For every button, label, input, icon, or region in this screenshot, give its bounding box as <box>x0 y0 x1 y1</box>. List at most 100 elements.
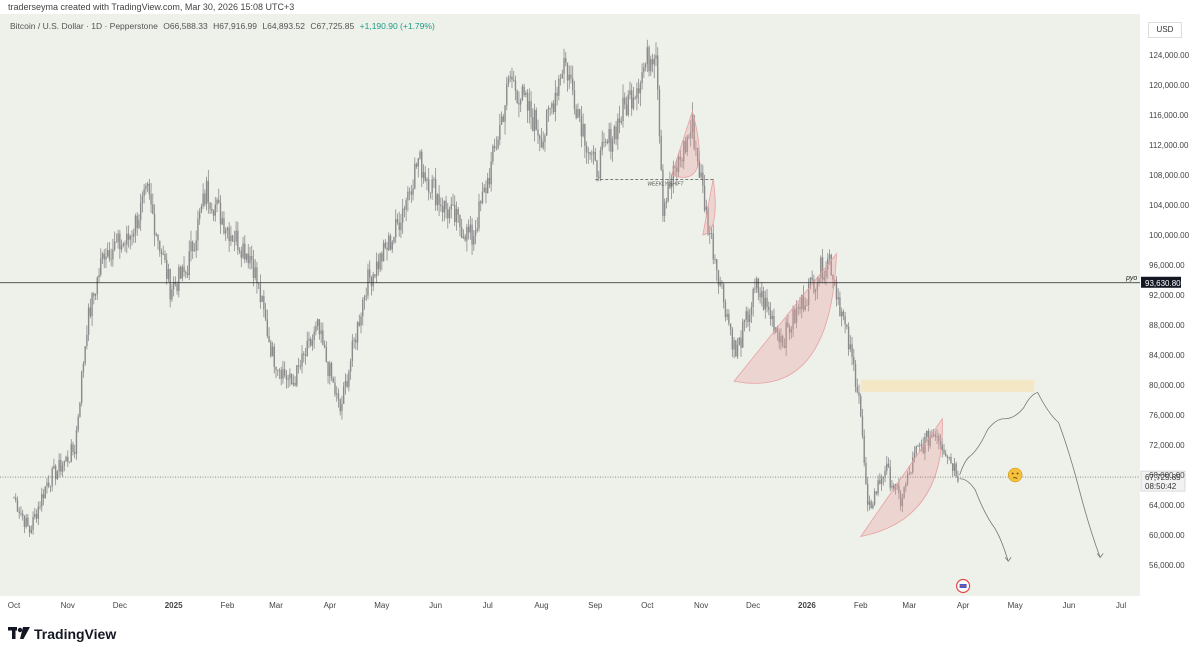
candle-body <box>688 136 690 138</box>
candle-body <box>417 158 419 167</box>
candle-body <box>164 253 166 260</box>
candle-body <box>146 183 149 187</box>
candle-body <box>698 161 701 178</box>
candle-body <box>667 182 669 201</box>
candle-body <box>823 277 825 280</box>
candle-body <box>951 463 954 471</box>
y-tick-label: 92,000.00 <box>1149 291 1185 300</box>
candle-body <box>825 269 827 278</box>
candle-body <box>323 344 326 347</box>
candle-body <box>448 209 451 219</box>
candle-body <box>80 372 83 403</box>
currency-label[interactable]: USD <box>1148 22 1182 38</box>
candle-body <box>932 434 935 436</box>
candle-body <box>519 100 522 105</box>
candle-body <box>891 485 893 488</box>
candle-body <box>781 336 784 346</box>
x-tick-label: Apr <box>957 601 970 610</box>
candle-body <box>608 129 610 143</box>
candle-body <box>807 284 810 306</box>
candle-body <box>500 116 503 125</box>
candle-body <box>646 47 649 65</box>
candle-body <box>141 196 144 203</box>
candle-body <box>674 166 676 168</box>
candle-body <box>259 284 262 303</box>
candle-body <box>518 103 520 105</box>
candle-body <box>344 381 347 387</box>
projection-path <box>959 392 1101 558</box>
candle-body <box>181 266 184 279</box>
candle-body <box>122 243 125 246</box>
candle-body <box>896 484 898 486</box>
candle-body <box>257 283 260 285</box>
candle-body <box>530 101 532 118</box>
candle-body <box>65 456 67 462</box>
y-tick-label: 112,000.00 <box>1149 141 1189 150</box>
candle-body <box>750 307 753 315</box>
candle-body <box>762 291 765 310</box>
projection-path <box>959 478 1009 562</box>
candle-body <box>264 309 267 320</box>
candle-body <box>245 253 248 260</box>
candle-body <box>336 393 338 395</box>
x-tick-label: Sep <box>588 601 603 610</box>
candle-body <box>393 237 395 243</box>
candle-body <box>120 245 123 250</box>
candle-body <box>148 183 151 195</box>
candle-body <box>332 378 334 383</box>
x-tick-label: Mar <box>902 601 916 610</box>
candle-body <box>25 517 27 527</box>
candle-body <box>820 257 822 278</box>
candle-body <box>634 97 636 99</box>
candle-body <box>400 222 402 231</box>
plot-area[interactable]: WEEKLY SHIFT pyo 93,630.80 67,725.85 08:50:4… <box>0 14 1200 614</box>
emoji-mouth <box>1012 477 1018 479</box>
candle-body <box>554 92 557 113</box>
candle-body <box>653 58 655 65</box>
candle-body <box>452 204 454 206</box>
candle-body <box>946 456 949 458</box>
x-tick-label: Mar <box>269 601 283 610</box>
candle-body <box>729 323 732 330</box>
candle-body <box>150 194 152 205</box>
candle-body <box>624 97 626 105</box>
candle-body <box>414 163 416 189</box>
candle-body <box>282 369 284 379</box>
projection-arrowhead <box>1004 557 1012 562</box>
candle-body <box>771 315 773 320</box>
emoji-eye <box>1016 472 1019 475</box>
candle-body <box>219 202 222 225</box>
candle-body <box>849 344 852 350</box>
candle-body <box>766 297 768 307</box>
candle-body <box>587 151 590 153</box>
candle-body <box>601 141 603 151</box>
candle-body <box>660 136 662 170</box>
candle-body <box>728 314 730 324</box>
candle-body <box>920 444 923 446</box>
candle-body <box>683 141 685 162</box>
candle-body <box>575 108 577 118</box>
footer-brand[interactable]: TradingView <box>8 626 116 642</box>
y-tick-label: 64,000.00 <box>1149 501 1185 510</box>
candle-body <box>559 77 562 79</box>
candle-body <box>84 346 86 364</box>
candle-body <box>247 253 249 264</box>
red-arc-zone <box>702 178 716 236</box>
candle-body <box>457 208 459 215</box>
candle-body <box>799 306 801 310</box>
price-chart[interactable]: WEEKLY SHIFT pyo 93,630.80 67,725.8508:50:4… <box>0 14 1200 614</box>
candle-body <box>499 124 501 140</box>
candle-body <box>398 222 400 231</box>
candle-body <box>709 233 711 235</box>
candle-body <box>679 156 681 160</box>
candle-body <box>77 416 79 431</box>
candle-body <box>648 47 650 72</box>
candle-body <box>558 78 560 96</box>
footer-brand-label: TradingView <box>34 626 117 642</box>
candle-body <box>169 269 171 300</box>
candle-body <box>620 121 622 123</box>
x-tick-label: Aug <box>534 601 548 610</box>
candle-body <box>434 179 437 206</box>
y-tick-label: 60,000.00 <box>1149 531 1185 540</box>
candle-body <box>925 430 928 437</box>
